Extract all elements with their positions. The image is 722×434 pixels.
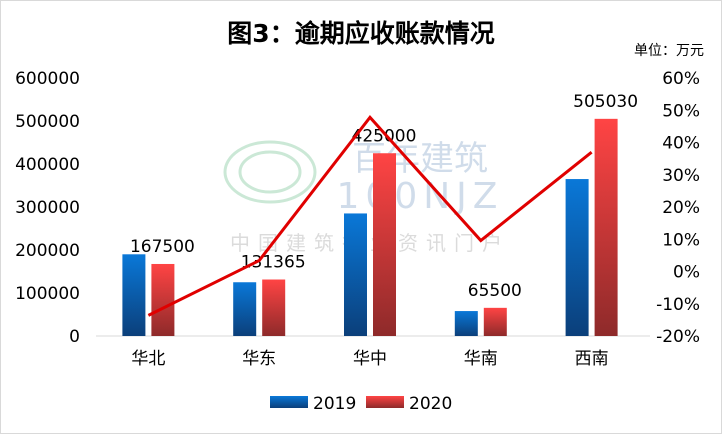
- left-tick-label: 0: [69, 327, 80, 347]
- right-tick-label: 0%: [673, 263, 700, 283]
- category-label: 华南: [464, 349, 498, 369]
- category-label: 西南: [575, 349, 609, 369]
- watermark-logo-inner: [238, 150, 302, 194]
- unit-label: 单位：万元: [634, 43, 704, 59]
- left-tick-label: 600000: [15, 69, 80, 89]
- growth-line: [147, 115, 593, 317]
- right-tick-label: -10%: [656, 295, 700, 315]
- legend-label-2020: 2020: [409, 394, 452, 414]
- chart-title: 图3：逾期应收账款情况: [227, 19, 495, 48]
- right-tick-label: 10%: [662, 230, 700, 250]
- bar-2020: [151, 263, 175, 336]
- bar-2019: [344, 213, 367, 336]
- right-tick-label: 20%: [662, 198, 700, 218]
- right-tick-label: 50%: [662, 101, 700, 121]
- data-label-2020: 505030: [573, 92, 638, 112]
- bar-2020: [594, 118, 618, 336]
- legend-swatch-2020: [366, 396, 404, 408]
- left-tick-label: 500000: [15, 112, 80, 132]
- bar-2019: [565, 179, 589, 336]
- right-tick-label: 40%: [662, 134, 700, 154]
- left-tick-label: 400000: [15, 155, 80, 175]
- legend-label-2019: 2019: [313, 394, 356, 414]
- bar-2019: [122, 254, 146, 336]
- category-label: 华北: [131, 349, 165, 369]
- left-tick-label: 100000: [15, 284, 80, 304]
- data-label-2020: 65500: [468, 281, 522, 301]
- category-label: 华中: [353, 349, 387, 369]
- right-tick-label: 60%: [662, 69, 700, 89]
- left-tick-label: 200000: [15, 241, 80, 261]
- data-label-2020: 131365: [241, 253, 306, 273]
- legend-swatch-2019: [270, 396, 308, 408]
- data-label-2020: 425000: [352, 126, 417, 146]
- bar-2020: [262, 279, 286, 336]
- right-tick-label: 30%: [662, 166, 700, 186]
- bar-2020: [373, 153, 396, 336]
- watermark-logo: [223, 140, 317, 204]
- watermark-text: 100NJZ: [337, 176, 504, 217]
- category-label: 华东: [242, 349, 276, 369]
- bar-2019: [454, 311, 478, 336]
- data-label-2020: 167500: [130, 237, 195, 257]
- bar-2020: [483, 307, 507, 336]
- bar-2019: [233, 282, 257, 336]
- right-tick-label: -20%: [656, 327, 700, 347]
- left-tick-label: 300000: [15, 198, 80, 218]
